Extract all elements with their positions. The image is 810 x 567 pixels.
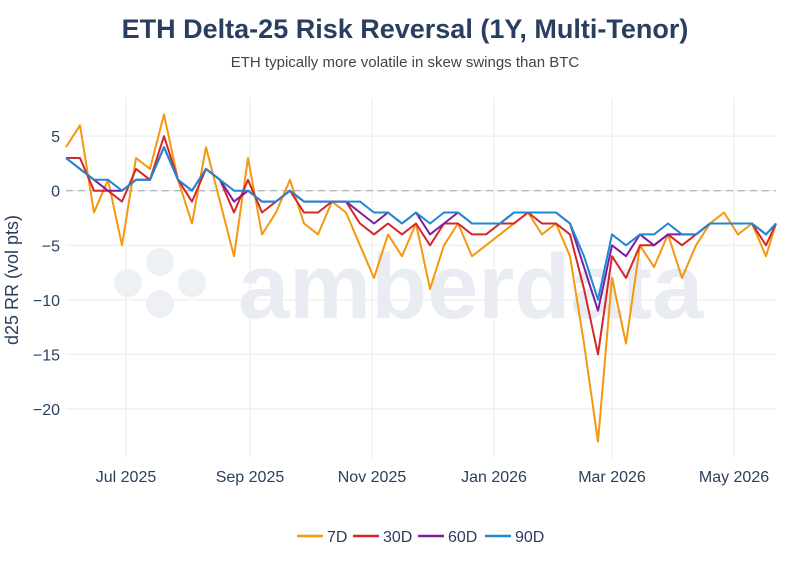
x-tick-label: May 2026 [699,469,769,486]
x-tick-label: Jul 2025 [96,469,157,486]
y-axis-label: d25 RR (vol pts) [2,215,22,345]
chart-subtitle: ETH typically more volatile in skew swin… [231,54,580,71]
legend-label-60d: 60D [448,529,477,546]
legend-label-90d: 90D [515,529,544,546]
series-layer [65,113,777,443]
y-tick-label: 5 [51,129,60,146]
y-tick-label: 0 [51,184,60,201]
x-tick-label: Mar 2026 [578,469,646,486]
y-tick-label: −10 [33,293,60,310]
y-tick-label: −5 [42,238,60,255]
legend-label-30d: 30D [383,529,412,546]
series-line-7d [65,113,777,443]
legend-label-7d: 7D [327,529,347,546]
x-tick-label: Sep 2025 [216,469,285,486]
y-tick-label: −20 [33,402,60,419]
y-axis-ticks: 5 0 −5 −10 −15 −20 [33,129,60,419]
x-axis-ticks: Jul 2025 Sep 2025 Nov 2025 Jan 2026 Mar 2026… [96,469,769,486]
x-tick-label: Nov 2025 [338,469,407,486]
x-tick-label: Jan 2026 [461,469,527,486]
series-line-90d [65,146,777,301]
watermark-logo-icon [114,248,206,318]
chart-title: ETH Delta-25 Risk Reversal (1Y, Multi-Te… [122,14,689,44]
y-tick-label: −15 [33,347,60,364]
legend: 7D 30D 60D 90D [297,529,544,546]
watermark: amberdata [114,236,704,338]
